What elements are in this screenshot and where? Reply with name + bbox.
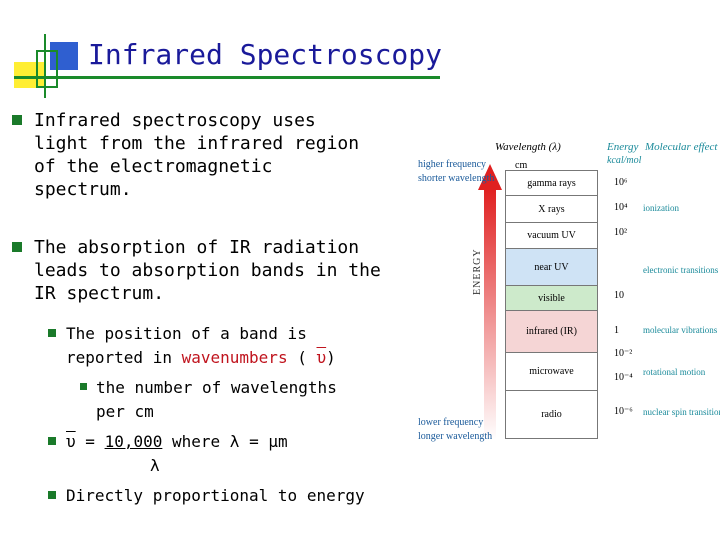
effect-label: nuclear spin transitions [643, 407, 720, 417]
arrow-label: ENERGY [472, 248, 483, 295]
side-label: higher frequency shorter wavelength [418, 158, 494, 186]
unit: kcal/mol [607, 155, 642, 166]
energy-label: 10⁶ [614, 177, 628, 188]
text-line: per cm [96, 402, 154, 421]
energy-label: 10² [614, 227, 627, 238]
effect-label: ionization [643, 203, 679, 213]
numerator: 10,000 [104, 432, 163, 451]
spectrum-region: radio [505, 390, 598, 439]
spectrum-region: microwave [505, 352, 598, 391]
effect-label: rotational motion [643, 367, 706, 377]
bullet: Infrared spectroscopy uses light from th… [34, 109, 359, 201]
text-line: leads to absorption bands in the [34, 260, 381, 281]
energy-arrow [478, 164, 502, 440]
energy-label: 10 [614, 290, 624, 301]
text: where λ = μm [172, 432, 288, 451]
header: Wavelength (λ) [495, 141, 561, 153]
spectrum-region: near UV [505, 248, 598, 286]
energy-label: 10⁻⁴ [614, 372, 633, 383]
energy-label: 10⁴ [614, 202, 628, 213]
denominator: λ [150, 456, 160, 475]
text: longer wavelength [418, 431, 493, 442]
energy-label: 10⁻² [614, 348, 633, 359]
text: = [85, 432, 95, 451]
text-line: IR spectrum. [34, 283, 165, 304]
text-line: the number of wavelengths [96, 378, 337, 397]
sub-sub-bullet: the number of wavelengths per cm [96, 376, 337, 424]
text: lower frequency [418, 417, 484, 428]
highlight: wavenumbers [181, 348, 288, 367]
text-line: The position of a band is [66, 324, 307, 343]
effect-label: electronic transitions [643, 265, 719, 275]
formula: υ = 10,000 where λ = μm [66, 430, 288, 454]
side-label: lower frequency longer wavelength [418, 416, 492, 444]
text: ) [326, 348, 336, 367]
text: reported in [66, 348, 172, 367]
symbol: υ [66, 432, 76, 451]
energy-label: 1 [614, 325, 619, 336]
text-line: of the electromagnetic [34, 156, 273, 177]
text: higher frequency [418, 159, 487, 170]
bullet: The absorption of IR radiation leads to … [34, 236, 381, 305]
energy-label: 10⁻⁶ [614, 406, 633, 417]
sub-bullet: The position of a band is reported in wa… [66, 322, 336, 370]
text: shorter wavelength [418, 173, 495, 184]
text-line: The absorption of IR radiation [34, 237, 360, 258]
unit: cm [515, 160, 528, 171]
spectrum-region: gamma rays [505, 170, 598, 196]
spectrum-region: visible [505, 285, 598, 311]
text-line: spectrum. [34, 179, 132, 200]
spectrum-region: vacuum UV [505, 222, 598, 249]
spectrum-region: X rays [505, 195, 598, 223]
text: ( [297, 348, 307, 367]
slide-title: Infrared Spectroscopy [88, 38, 443, 71]
header: Energy [607, 141, 639, 153]
effect-label: molecular vibrations [643, 325, 718, 335]
spectrum-region: infrared (IR) [505, 310, 598, 353]
sub-bullet: Directly proportional to energy [66, 486, 365, 505]
text-line: light from the infrared region [34, 133, 360, 154]
symbol: υ [316, 348, 327, 367]
header: Molecular effect [645, 141, 718, 153]
text-line: Infrared spectroscopy uses [34, 110, 316, 131]
